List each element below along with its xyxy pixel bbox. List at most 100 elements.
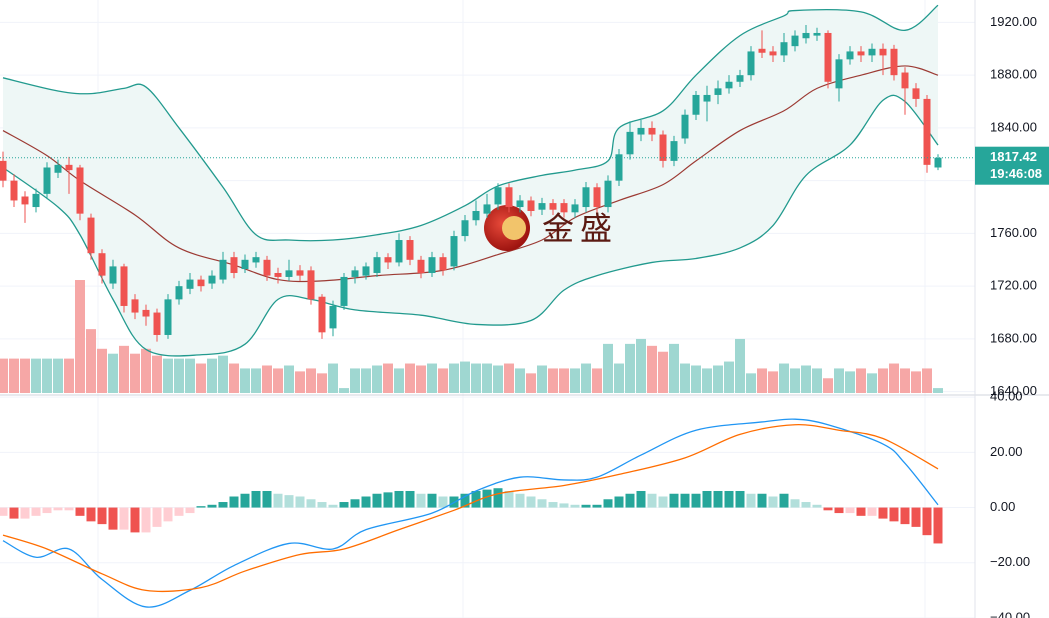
histogram-bar [251,490,261,508]
histogram-bar [878,507,888,519]
candle-body [637,127,645,135]
histogram-bar [812,504,822,508]
histogram-bar [383,492,393,508]
histogram-bar [438,496,448,508]
histogram-bar [669,493,679,508]
histogram-bar [504,490,514,508]
histogram-bar [658,496,668,508]
candle-body [846,51,854,60]
histogram-bar [405,490,415,508]
histogram-bar [933,507,943,544]
histogram-bar [581,504,591,508]
candle-body [197,279,205,287]
volume-bar [383,363,393,393]
candle-body [439,257,447,271]
candle-body [87,217,95,254]
candle-body [65,164,73,171]
candle-body [351,270,359,277]
histogram-bar [779,493,789,508]
histogram-bar [823,507,833,511]
y-tick-label: 40.00 [990,389,1023,404]
volume-bar [823,378,833,393]
candle-body [241,259,249,270]
volume-bar [416,365,426,393]
candle-body [307,270,315,300]
histogram-bar [889,507,899,522]
candle-body [186,279,194,289]
histogram-bar [691,493,701,508]
volume-bar [812,368,822,393]
candle-body [780,42,788,56]
volume-bar [548,368,558,393]
volume-bar [460,361,470,393]
histogram-bar [570,504,580,508]
histogram-bar [163,507,173,522]
volume-bar [339,388,349,393]
y-tick-label: 1920.00 [990,14,1037,29]
candle-body [835,59,843,89]
volume-bar [647,345,657,393]
signal-line [2,424,939,593]
volume-bar [493,365,503,393]
histogram-bar [592,504,602,508]
candle-body [714,88,722,95]
histogram-bar [262,490,272,508]
candle-body [923,98,931,165]
volume-bar [889,363,899,393]
candle-body [461,220,469,237]
volume-bar [196,363,206,393]
volume-bar [735,338,745,393]
volume-bar [878,368,888,393]
y-tick-label: −20.00 [990,554,1030,569]
y-tick-label: 1840.00 [990,119,1037,134]
candle-body [32,193,40,208]
volume-bar [218,355,228,393]
candle-body [131,299,139,313]
histogram-bar [130,507,140,533]
volume-bar [757,368,767,393]
histogram-bar [339,502,349,508]
candle-body [824,32,832,82]
volume-bar [603,343,613,393]
histogram-bar [9,507,19,519]
volume-bar [537,365,547,393]
volume-bar [658,351,668,393]
candle-body [483,204,491,214]
y-tick-label: 0.00 [990,499,1015,514]
histogram-bar [284,495,294,508]
volume-bar [284,365,294,393]
volume-bar [317,373,327,393]
histogram-bar [922,507,932,536]
candle-body [934,157,942,168]
countdown-label: 19:46:08 [990,166,1042,181]
volume-bar [0,358,8,393]
candle-body [560,203,568,213]
volume-bar [482,363,492,393]
histogram-bar [119,507,129,530]
histogram-bar [746,493,756,508]
candle-body [703,94,711,102]
candle-body [725,81,733,89]
histogram-bar [229,496,239,508]
upper-band-line [2,4,939,242]
volume-bar [31,358,41,393]
volume-bar [669,343,679,393]
middle-band-line [2,65,939,283]
volume-bar [504,363,514,393]
price-axis: 1640.001680.001720.001760.001800.001840.… [975,14,1049,618]
candle-body [54,164,62,173]
candle-body [153,312,161,335]
histogram-bar [911,507,921,527]
histogram-bar [515,493,525,508]
lower-band-line [2,94,939,357]
last-price-label: 1817.42 [990,149,1037,164]
candle-body [219,259,227,280]
plot-area: 金盛 [0,0,975,618]
candle-body [571,204,579,213]
candle-body [615,154,623,181]
volume-bar [185,358,195,393]
histogram-bar [218,502,228,508]
candle-body [681,114,689,139]
histogram-bar [647,493,657,508]
